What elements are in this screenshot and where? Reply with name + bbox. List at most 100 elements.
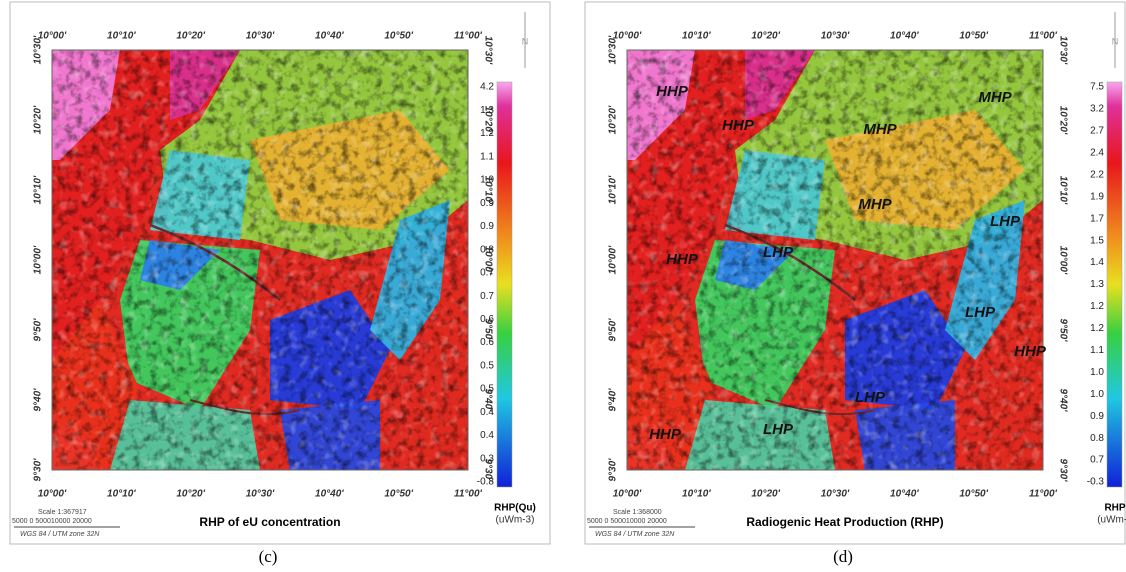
map-title: Radiogenic Heat Production (RHP): [746, 515, 943, 529]
colorbar-label: 1.2: [480, 128, 494, 139]
colorbar: [1107, 82, 1122, 487]
left-coordinate-label: 10°00': [608, 245, 619, 274]
right-coordinate-label: 10°10': [1057, 176, 1068, 205]
figure: 10°00' 10°10' 10°20' 10°30' 10°40' 10°50' 11°0…: [0, 0, 1126, 572]
colorbar-label: 0.4: [480, 430, 494, 441]
colorbar-unit: (uWm-3: [1097, 515, 1126, 526]
left-coordinate-label: 10°30': [608, 35, 619, 64]
projection-label: WGS 84 / UTM zone 32N: [595, 531, 675, 538]
top-coordinate-label: 10°10': [682, 31, 711, 42]
colorbar-label: 0.7: [480, 291, 494, 302]
top-coordinate-label: 11°00': [454, 31, 483, 42]
panel-caption: (d): [833, 547, 853, 566]
left-coordinate-label: 9°40': [33, 388, 44, 412]
projection-label: WGS 84 / UTM zone 32N: [20, 531, 100, 538]
right-coordinate-label: 9°30': [1057, 458, 1068, 482]
colorbar-label: 1.1: [480, 151, 494, 162]
zone-label: HHP: [666, 251, 699, 268]
colorbar-label: 1.0: [1090, 389, 1104, 400]
colorbar-label: 1.9: [1090, 191, 1104, 202]
colorbar-label: 1.5: [1090, 235, 1104, 246]
top-coordinate-label: 10°50': [959, 31, 988, 42]
top-coordinate-label: 10°10': [107, 31, 136, 42]
zone-label: HHP: [656, 83, 689, 100]
colorbar-title: RHP: [1104, 503, 1125, 514]
colorbar-label: 0.8: [1090, 433, 1104, 444]
colorbar-title: RHP(Qu): [494, 503, 536, 514]
colorbar-label: 1.3: [480, 105, 494, 116]
colorbar-label: 0.8: [480, 244, 494, 255]
left-coordinate-label: 10°10': [33, 175, 44, 204]
bottom-coordinate-label: 10°20': [176, 489, 205, 500]
colorbar-label: 0.9: [1090, 411, 1104, 422]
colorbar-unit: (uWm-3): [496, 515, 535, 526]
colorbar-label: 1.7: [1090, 213, 1104, 224]
right-coordinate-label: 10°30': [1057, 36, 1068, 65]
top-coordinate-label: 10°30': [246, 31, 275, 42]
zone-label: MHP: [858, 196, 892, 213]
bottom-coordinate-label: 10°40': [315, 489, 344, 500]
map-texture: [52, 50, 468, 470]
colorbar-label: 0.4: [480, 407, 494, 418]
colorbar-label: 1.0: [1090, 367, 1104, 378]
colorbar-label: 1.4: [1090, 257, 1104, 268]
bottom-coordinate-label: 10°40': [890, 489, 919, 500]
zone-label: LHP: [855, 389, 886, 406]
left-coordinate-label: 9°50': [33, 318, 44, 342]
zone-label: MHP: [978, 89, 1012, 106]
zone-label: LHP: [990, 213, 1021, 230]
bottom-coordinate-label: 10°30': [821, 489, 850, 500]
colorbar-label: 0.3: [480, 453, 494, 464]
bottom-coordinate-label: 10°00': [38, 489, 67, 500]
left-coordinate-label: 9°50': [608, 318, 619, 342]
bottom-coordinate-label: 10°00': [613, 489, 642, 500]
colorbar-label: 2.2: [1090, 169, 1104, 180]
left-coordinate-label: 10°00': [33, 245, 44, 274]
left-coordinate-label: 10°20': [33, 105, 44, 134]
top-coordinate-label: 10°40': [890, 31, 919, 42]
top-coordinate-label: 10°30': [821, 31, 850, 42]
colorbar-label: 0.6: [480, 337, 494, 348]
map-panel: 10°00' 10°10' 10°20' 10°30' 10°40' 10°50' 11°0…: [585, 2, 1126, 566]
colorbar-label: -0.3: [1087, 477, 1105, 488]
scale-text: Scale 1:368000: [613, 509, 662, 516]
north-label: N: [1112, 36, 1119, 46]
panel-caption: (c): [259, 547, 278, 566]
map-panel: 10°00' 10°10' 10°20' 10°30' 10°40' 10°50' 11°0…: [10, 2, 550, 566]
colorbar: [497, 82, 512, 487]
zone-label: HHP: [722, 117, 755, 134]
bottom-coordinate-label: 11°00': [1029, 489, 1058, 500]
left-coordinate-label: 10°20': [608, 105, 619, 134]
top-coordinate-label: 10°20': [751, 31, 780, 42]
scale-bar-label: 5000 0 500010000 20000: [12, 518, 92, 525]
left-coordinate-label: 10°10': [608, 175, 619, 204]
colorbar-label: 0.7: [480, 268, 494, 279]
left-coordinate-label: 9°30': [608, 458, 619, 482]
colorbar-label: 1.2: [1090, 323, 1104, 334]
colorbar-label: 2.7: [1090, 126, 1104, 137]
bottom-coordinate-label: 10°10': [107, 489, 136, 500]
colorbar-label: 3.2: [1090, 104, 1104, 115]
colorbar-label: 0.9: [480, 221, 494, 232]
right-coordinate-label: 9°40': [1057, 388, 1068, 412]
bottom-coordinate-label: 11°00': [454, 489, 483, 500]
top-coordinate-label: 11°00': [1029, 31, 1058, 42]
colorbar-label: 0.6: [480, 314, 494, 325]
north-label: N: [522, 36, 529, 46]
scale-bar-label: 5000 0 500010000 20000: [587, 518, 667, 525]
colorbar-label: 1.3: [1090, 279, 1104, 290]
top-coordinate-label: 10°20': [176, 31, 205, 42]
colorbar-label: 0.7: [1090, 455, 1104, 466]
colorbar-label: -0.8: [477, 477, 495, 488]
zone-label: HHP: [649, 426, 682, 443]
bottom-coordinate-label: 10°50': [959, 489, 988, 500]
colorbar-label: 1.0: [480, 175, 494, 186]
top-coordinate-label: 10°50': [384, 31, 413, 42]
right-coordinate-label: 10°30': [482, 36, 493, 65]
top-coordinate-label: 10°40': [315, 31, 344, 42]
bottom-coordinate-label: 10°50': [384, 489, 413, 500]
zone-label: MHP: [863, 121, 897, 138]
bottom-coordinate-label: 10°30': [246, 489, 275, 500]
colorbar-label: 7.5: [1090, 82, 1104, 93]
zone-label: HHP: [1014, 343, 1047, 360]
